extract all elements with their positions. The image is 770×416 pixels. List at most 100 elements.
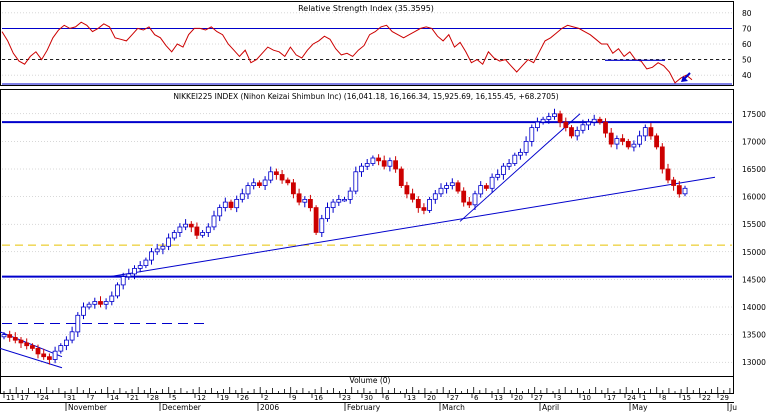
x-month-label: December xyxy=(162,403,202,412)
rsi-tick-label: 40 xyxy=(742,71,752,80)
x-day-label: 9 xyxy=(292,394,296,402)
rsi-line xyxy=(1,21,693,84)
price-panel-frame xyxy=(0,89,734,377)
candle-body xyxy=(608,132,614,145)
price-tick-label: 15500 xyxy=(742,220,766,229)
candle-body xyxy=(381,160,387,167)
candle-body xyxy=(540,118,546,123)
candle-body xyxy=(506,163,512,167)
price-title: NIKKEI225 INDEX (Nihon Keizai Shimbun In… xyxy=(173,92,558,101)
candle-body xyxy=(234,198,240,209)
candle-body xyxy=(671,179,676,186)
candle-body xyxy=(620,138,625,142)
candle-body xyxy=(512,154,518,164)
candle-body xyxy=(18,339,24,344)
candle-body xyxy=(359,165,364,173)
candle-body xyxy=(483,185,489,189)
candle-body xyxy=(449,182,455,187)
rising-trendline xyxy=(109,176,716,278)
candle-body xyxy=(455,182,461,192)
candle-body xyxy=(262,179,268,186)
candle-body xyxy=(41,353,47,358)
candle-body xyxy=(115,284,120,297)
x-day-label: 19 xyxy=(220,394,229,402)
candle-body xyxy=(472,193,478,206)
candle-body xyxy=(614,138,620,145)
candle-body xyxy=(92,301,98,305)
candle-body xyxy=(421,207,427,211)
candle-body xyxy=(7,334,13,338)
volume-bars xyxy=(3,387,731,393)
candle-body xyxy=(625,140,631,148)
x-day-label: 26 xyxy=(240,394,249,402)
candle-body xyxy=(24,342,30,347)
x-month-label: November xyxy=(68,403,108,412)
candle-body xyxy=(466,201,472,206)
candle-body xyxy=(126,273,132,278)
candle-body xyxy=(47,356,52,360)
candle-body xyxy=(563,121,569,128)
x-day-label: 13 xyxy=(407,394,416,402)
candle-body xyxy=(58,345,64,352)
x-day-label: 3 xyxy=(557,394,561,402)
rsi-tick-label: 60 xyxy=(742,40,752,49)
candle-body xyxy=(290,182,296,195)
candle-body xyxy=(217,207,223,217)
price-tick-label: 16500 xyxy=(742,165,766,174)
x-day-label: 28 xyxy=(150,394,159,402)
x-day-label: 27 xyxy=(534,394,543,402)
candle-body xyxy=(75,314,81,333)
candle-body xyxy=(580,124,586,131)
candle-body xyxy=(659,146,665,170)
candle-body xyxy=(307,198,313,209)
candle-body xyxy=(205,226,211,233)
candle-body xyxy=(569,127,574,137)
x-day-label: 20 xyxy=(514,394,523,402)
candle-body xyxy=(432,193,438,200)
candle-body xyxy=(222,201,228,209)
candle-body xyxy=(518,151,523,156)
down-arrow-icon xyxy=(681,72,691,82)
candle-body xyxy=(160,245,166,250)
candle-body xyxy=(103,301,109,305)
price-tick-label: 13500 xyxy=(742,331,766,340)
candle-body xyxy=(296,193,302,203)
candle-body xyxy=(251,182,257,187)
x-day-label: 31 xyxy=(67,394,76,402)
candle-body xyxy=(404,185,410,195)
x-month-label: February xyxy=(347,403,381,412)
candle-body xyxy=(194,226,200,236)
candle-body xyxy=(12,336,18,341)
x-day-label: 27 xyxy=(450,394,459,402)
candle-body xyxy=(268,171,274,181)
candle-body xyxy=(438,187,444,195)
candle-body xyxy=(642,127,648,137)
candle-body xyxy=(376,157,382,162)
candle-body xyxy=(665,168,671,181)
x-day-label: 29 xyxy=(720,394,729,402)
candle-body xyxy=(29,345,35,349)
candle-body xyxy=(415,198,421,209)
candle-body xyxy=(64,339,69,347)
candle-body xyxy=(648,127,654,137)
x-month-label: 2006 xyxy=(260,403,279,412)
candle-body xyxy=(69,331,75,341)
rsi-series xyxy=(1,21,732,85)
candle-body xyxy=(166,237,172,247)
candle-body xyxy=(552,113,557,118)
candle-body xyxy=(557,113,563,123)
candle-body xyxy=(52,350,58,360)
x-day-label: 11 xyxy=(6,394,15,402)
x-day-label: 14 xyxy=(110,394,119,402)
x-day-label: 15 xyxy=(682,394,691,402)
candle-body xyxy=(245,185,251,195)
steep-trendline xyxy=(459,113,581,222)
candle-body xyxy=(523,140,529,153)
volume-title: Volume (0) xyxy=(350,376,391,385)
price-tick-label: 15000 xyxy=(742,248,766,257)
candle-body xyxy=(654,135,659,148)
x-day-label: 6 xyxy=(474,394,479,402)
price-tick-label: 14500 xyxy=(742,275,766,284)
candle-body xyxy=(1,334,7,338)
